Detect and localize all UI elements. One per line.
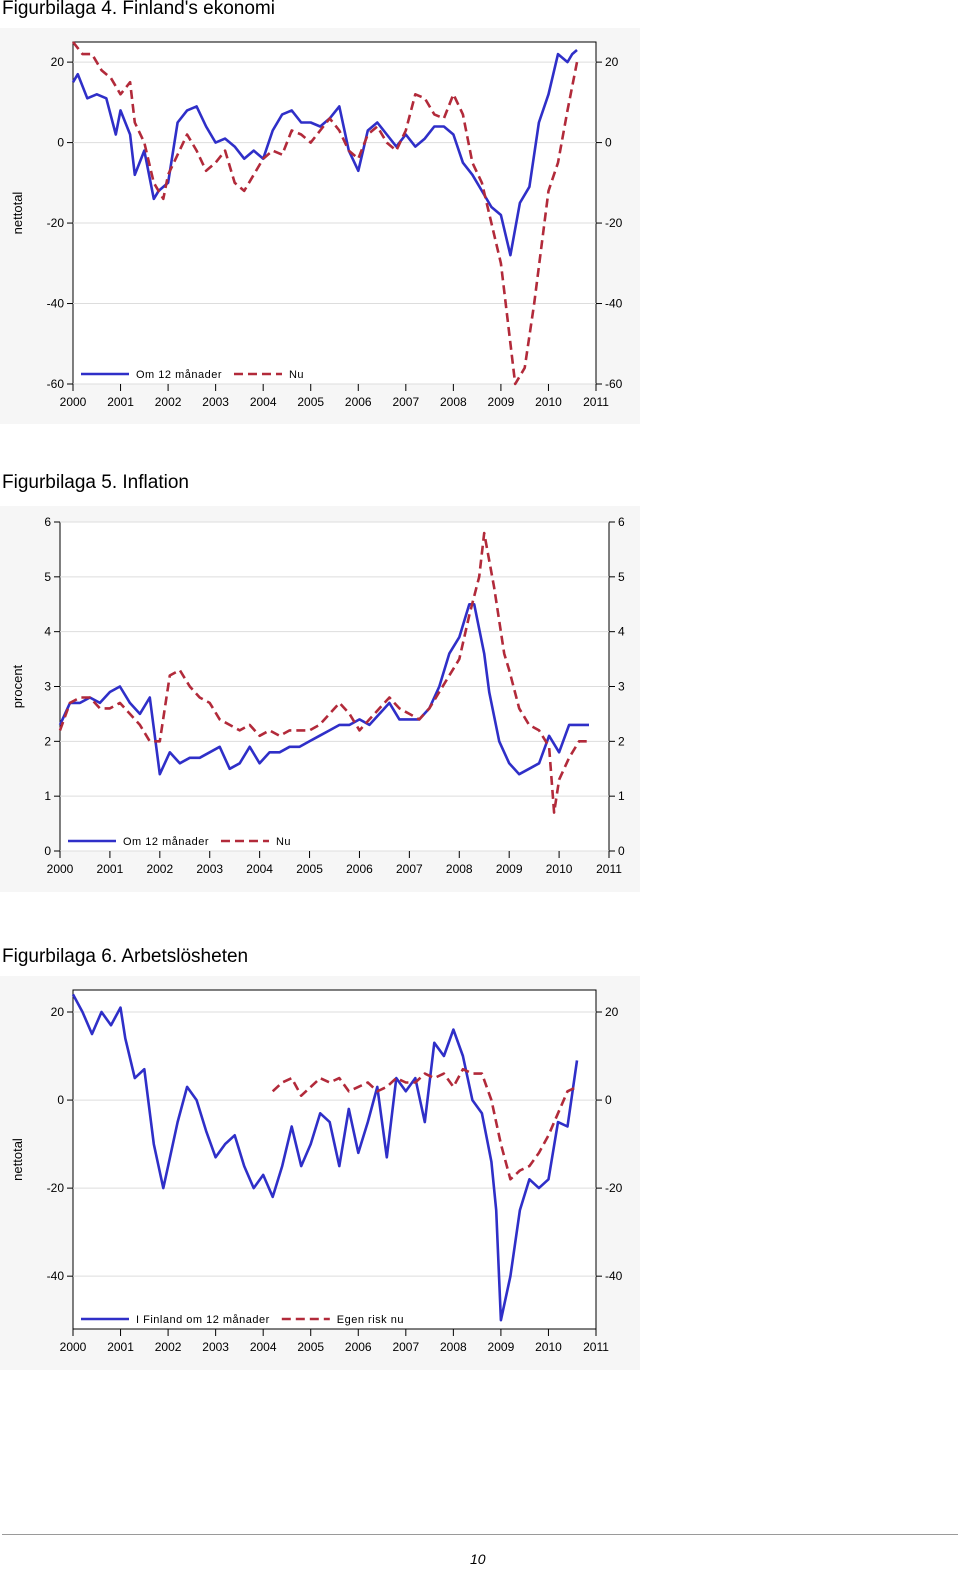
x-tick-label: 2009: [488, 1340, 515, 1354]
y-tick-label: 6: [44, 515, 51, 529]
y-tick-label-right: -20: [605, 1181, 623, 1195]
x-tick-label: 2006: [345, 1340, 372, 1354]
figure-6-title: Figurbilaga 6. Arbetslösheten: [2, 946, 249, 967]
series-line-1: [58, 603, 589, 776]
y-tick-label-right: -60: [605, 377, 623, 391]
x-tick-label: 2002: [146, 862, 173, 876]
x-tick-label: 2001: [97, 862, 124, 876]
x-tick-label: 2010: [546, 862, 573, 876]
y-tick-label: -20: [47, 216, 65, 230]
y-tick-label-right: 2: [618, 734, 625, 748]
x-tick-label: 2011: [583, 1340, 609, 1354]
x-tick-label: 2007: [392, 1340, 419, 1354]
y-tick-label-right: 6: [618, 515, 625, 529]
legend-label-2: Nu: [289, 369, 304, 381]
y-tick-label-right: 1: [618, 789, 625, 803]
x-tick-label: 2002: [155, 1340, 182, 1354]
y-tick-label: 0: [57, 1093, 64, 1107]
x-tick-label: 2004: [250, 1340, 277, 1354]
y-tick-label-right: 3: [618, 680, 625, 694]
y-tick-label-right: 4: [618, 625, 625, 639]
x-tick-label: 2003: [202, 1340, 229, 1354]
x-tick-label: 2006: [346, 862, 373, 876]
chart-finland-economy-svg: -60 -60 -40 -40 -20 -20 0 0 20 20 2000 2001 2002 2003…: [10, 41, 623, 409]
y-tick-label-right: 20: [605, 1005, 619, 1019]
page-number: 10: [470, 1551, 486, 1567]
x-tick-label: 2008: [446, 862, 473, 876]
y-axis-label: nettotal: [10, 192, 25, 235]
x-tick-label: 2011: [596, 862, 622, 876]
y-tick-label-right: -20: [605, 216, 623, 230]
x-tick-label: 2007: [396, 862, 423, 876]
x-tick-label: 2010: [535, 1340, 562, 1354]
legend-label-2: Egen risk nu: [337, 1314, 404, 1326]
x-tick-label: 2004: [246, 862, 273, 876]
series-line-1: [71, 49, 578, 257]
legend-label-1: Om 12 månader: [136, 369, 222, 381]
y-axis-label: nettotal: [10, 1138, 25, 1181]
y-tick-label: -20: [47, 1181, 65, 1195]
y-tick-label-right: -40: [605, 297, 623, 311]
y-tick-label-right: 0: [605, 136, 612, 150]
x-tick-label: 2005: [296, 862, 323, 876]
y-tick-label: -40: [47, 1269, 65, 1283]
x-tick-label: 2003: [202, 395, 229, 409]
x-tick-label: 2001: [107, 395, 134, 409]
chart-unemployment: -40 -40 -20 -20 0 0 20 20 2000 2001 2002 2003 2004 20…: [0, 976, 640, 1370]
chart-unemployment-svg: -40 -40 -20 -20 0 0 20 20 2000 2001 2002 2003 2004 20…: [10, 989, 623, 1354]
footer-rule: [2, 1534, 958, 1535]
legend-label-1: I Finland om 12 månader: [136, 1314, 270, 1326]
series-line-1: [71, 993, 579, 1322]
x-tick-label: 2008: [440, 395, 467, 409]
x-tick-label: 2010: [535, 395, 562, 409]
plot-area: [72, 989, 597, 1330]
y-tick-label: 5: [44, 570, 51, 584]
y-tick-label: -60: [47, 377, 65, 391]
chart-inflation: 0 0 1 1 2 2 3 3 4 4 5 5 6 6 2000 2001 2002 2003 2004 2005 20…: [0, 506, 640, 892]
x-tick-label: 2007: [392, 395, 419, 409]
legend-label-2: Nu: [276, 836, 291, 848]
x-tick-label: 2005: [297, 395, 324, 409]
chart-inflation-svg: 0 0 1 1 2 2 3 3 4 4 5 5 6 6 2000 2001 2002 2003 2004 2005 20…: [10, 515, 625, 876]
y-tick-label-right: 5: [618, 570, 625, 584]
y-tick-label: -40: [47, 297, 65, 311]
x-tick-label: 2000: [47, 862, 74, 876]
figure-4-title: Figurbilaga 4. Finland's ekonomi: [2, 0, 275, 19]
x-tick-label: 2011: [583, 395, 609, 409]
x-tick-label: 2009: [496, 862, 523, 876]
y-tick-label-right: -40: [605, 1269, 623, 1283]
x-tick-label: 2000: [60, 1340, 87, 1354]
y-tick-label: 0: [57, 136, 64, 150]
y-tick-label: 20: [51, 55, 65, 69]
y-tick-label-right: 20: [605, 55, 619, 69]
x-tick-label: 2008: [440, 1340, 467, 1354]
y-tick-label: 2: [44, 734, 51, 748]
x-tick-label: 2006: [345, 395, 372, 409]
series-line-2: [271, 1067, 578, 1181]
y-axis-label: procent: [10, 664, 25, 708]
x-tick-label: 2005: [297, 1340, 324, 1354]
x-tick-label: 2003: [196, 862, 223, 876]
series-line-2: [58, 531, 589, 814]
x-tick-label: 2001: [107, 1340, 134, 1354]
series-line-2: [71, 41, 579, 386]
figure-5-title: Figurbilaga 5. Inflation: [2, 472, 189, 493]
x-tick-label: 2009: [488, 395, 515, 409]
y-tick-label-right: 0: [618, 844, 625, 858]
y-tick-label: 0: [44, 844, 51, 858]
x-tick-label: 2004: [250, 395, 277, 409]
y-tick-label: 4: [44, 625, 51, 639]
y-tick-label: 20: [51, 1005, 65, 1019]
x-tick-label: 2000: [60, 395, 87, 409]
chart-finland-economy: -60 -60 -40 -40 -20 -20 0 0 20 20 2000 2001 2002 2003…: [0, 28, 640, 424]
legend-label-1: Om 12 månader: [123, 836, 209, 848]
y-tick-label: 3: [44, 680, 51, 694]
y-tick-label-right: 0: [605, 1093, 612, 1107]
y-tick-label: 1: [44, 789, 51, 803]
x-tick-label: 2002: [155, 395, 182, 409]
